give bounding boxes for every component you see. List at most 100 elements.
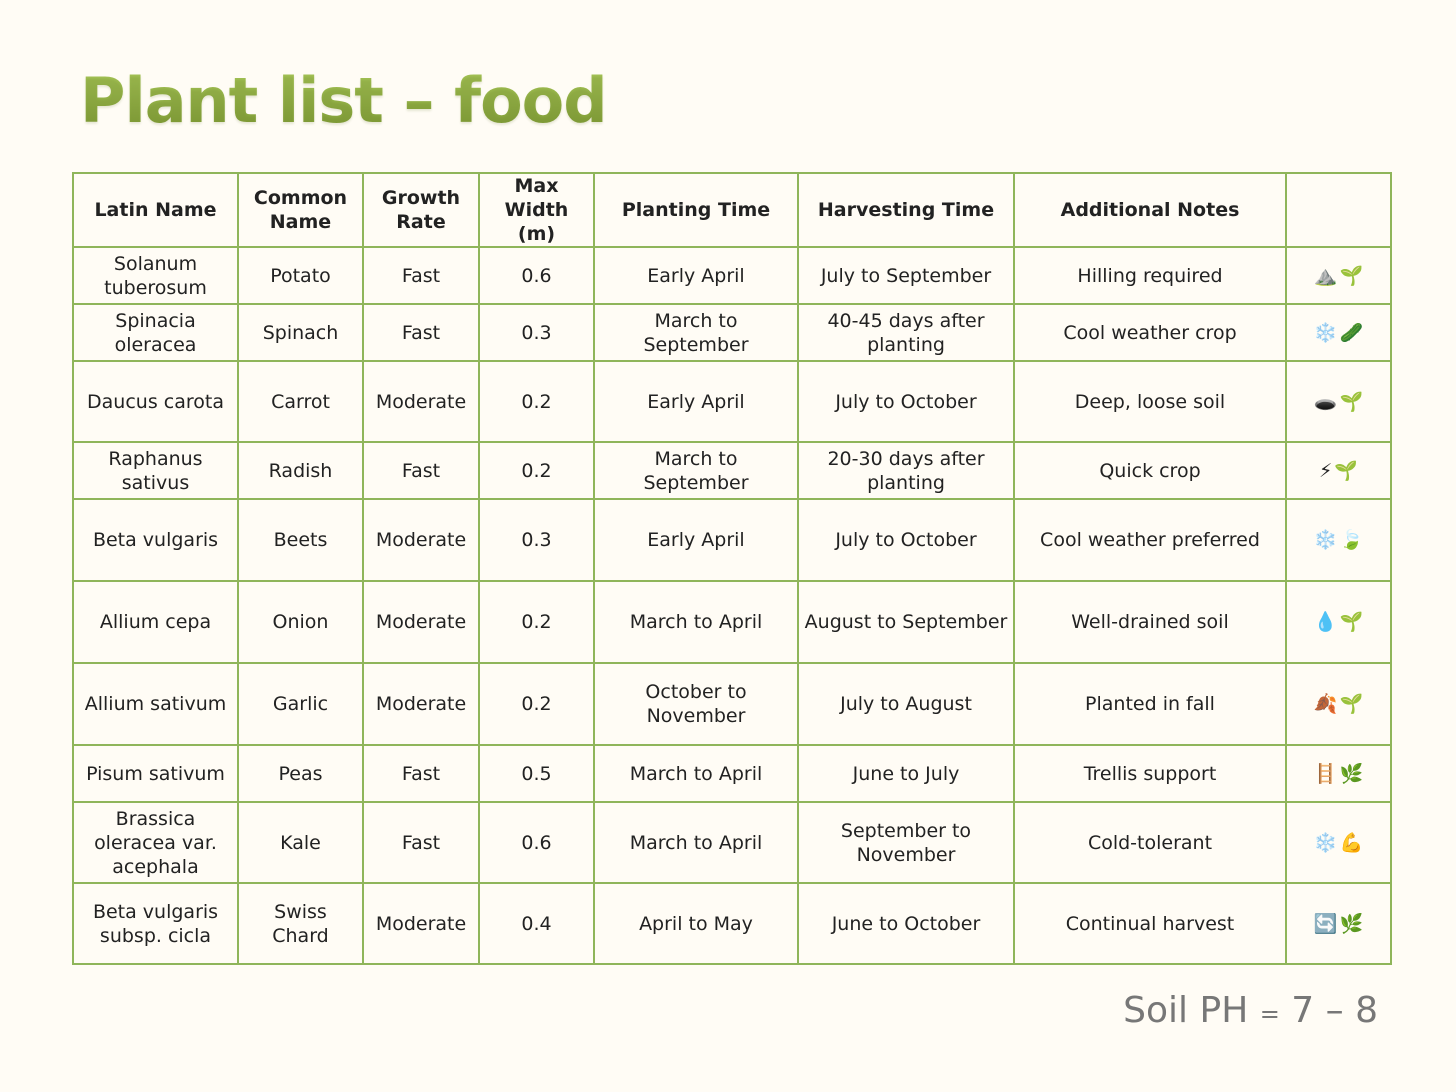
icons-cell: 🍂 🌱 bbox=[1285, 662, 1392, 746]
common-name-cell: Kale bbox=[237, 801, 364, 884]
max-width-cell: 0.2 bbox=[478, 580, 595, 664]
icons-cell: ⚡ 🌱 bbox=[1285, 441, 1392, 500]
icons-cell: 💧 🌱 bbox=[1285, 580, 1392, 664]
harvesting-time-cell: June to October bbox=[797, 882, 1015, 965]
table-row: Allium sativum Garlic Moderate 0.2 October t… bbox=[72, 662, 1392, 746]
max-width-cell: 0.2 bbox=[478, 662, 595, 746]
common-name-cell: Peas bbox=[237, 744, 364, 803]
notes-cell: Continual harvest bbox=[1013, 882, 1287, 965]
notes-cell: Well-drained soil bbox=[1013, 580, 1287, 664]
page-title: Plant list – food bbox=[80, 64, 608, 137]
emoji-icon: 🌱 bbox=[1339, 390, 1364, 413]
column-header bbox=[1285, 172, 1392, 248]
table-header-row: Latin Name Common Name Growth Rate Max Width(… bbox=[72, 172, 1392, 248]
column-header-line: Planting Time bbox=[621, 199, 771, 221]
column-header-line: Additional Notes bbox=[1060, 199, 1240, 221]
max-width-cell: 0.5 bbox=[478, 744, 595, 803]
soil-ph-label: Soil PH bbox=[1123, 990, 1249, 1031]
harvesting-time-cell: July to October bbox=[797, 360, 1015, 443]
notes-cell: Quick crop bbox=[1013, 441, 1287, 500]
max-width-cell: 0.3 bbox=[478, 303, 595, 362]
notes-cell: Trellis support bbox=[1013, 744, 1287, 803]
growth-rate-cell: Fast bbox=[362, 303, 480, 362]
max-width-cell: 0.2 bbox=[478, 360, 595, 443]
soil-ph-value: 7 – 8 bbox=[1291, 990, 1378, 1031]
growth-rate-cell: Moderate bbox=[362, 498, 480, 582]
column-header: Common Name bbox=[237, 172, 364, 248]
harvesting-time-cell: June to July bbox=[797, 744, 1015, 803]
emoji-icon: ❄️ bbox=[1313, 831, 1338, 854]
emoji-icon: 💧 bbox=[1313, 611, 1338, 633]
planting-time-cell: April to May bbox=[593, 882, 799, 965]
column-header: Latin Name bbox=[72, 172, 239, 248]
growth-rate-cell: Moderate bbox=[362, 580, 480, 664]
emoji-icon: 🥒 bbox=[1339, 321, 1364, 344]
latin-name-cell: Brassica oleracea var. acephala bbox=[72, 801, 239, 884]
planting-time-cell: Early April bbox=[593, 498, 799, 582]
emoji-icon: 🍃 bbox=[1339, 529, 1364, 551]
max-width-cell: 0.6 bbox=[478, 801, 595, 884]
emoji-icon: 🕳️ bbox=[1313, 390, 1338, 413]
column-header: Max Width (m) bbox=[478, 172, 595, 248]
planting-time-cell: October to November bbox=[593, 662, 799, 746]
max-width-cell: 0.3 bbox=[478, 498, 595, 582]
latin-name-cell: Spinacia oleracea bbox=[72, 303, 239, 362]
column-header-line: Name bbox=[269, 211, 332, 233]
table-row: Solanum tuberosum Potato Fast 0.6 Early Apri… bbox=[72, 246, 1392, 305]
icons-cell: ❄️ 🍃 bbox=[1285, 498, 1392, 582]
max-width-cell: 0.2 bbox=[478, 441, 595, 500]
column-header-line: Max Width bbox=[504, 175, 569, 221]
table-row: Beta vulgaris subsp. cicla Swiss Chard Mod… bbox=[72, 882, 1392, 965]
common-name-cell: Radish bbox=[237, 441, 364, 500]
growth-rate-cell: Fast bbox=[362, 246, 480, 305]
latin-name-cell: Beta vulgaris subsp. cicla bbox=[72, 882, 239, 965]
column-header: Harvesting Time bbox=[797, 172, 1015, 248]
soil-ph-equals: = bbox=[1259, 1000, 1280, 1028]
max-width-cell: 0.4 bbox=[478, 882, 595, 965]
emoji-icon: 🌱 bbox=[1339, 693, 1364, 715]
emoji-icon: 🍂 bbox=[1313, 693, 1338, 715]
icons-cell: 🔄 🌿 bbox=[1285, 882, 1392, 965]
growth-rate-cell: Moderate bbox=[362, 882, 480, 965]
harvesting-time-cell: July to August bbox=[797, 662, 1015, 746]
planting-time-cell: Early April bbox=[593, 246, 799, 305]
column-header-line: Common bbox=[253, 187, 348, 209]
latin-name-cell: Beta vulgaris bbox=[72, 498, 239, 582]
harvesting-time-cell: 40-45 days after planting bbox=[797, 303, 1015, 362]
max-width-cell: 0.6 bbox=[478, 246, 595, 305]
common-name-cell: Potato bbox=[237, 246, 364, 305]
planting-time-cell: March to April bbox=[593, 580, 799, 664]
planting-time-cell: Early April bbox=[593, 360, 799, 443]
plant-table: Latin Name Common Name Growth Rate Max Width(… bbox=[72, 172, 1392, 965]
icons-cell: ❄️ 💪 bbox=[1285, 801, 1392, 884]
notes-cell: Planted in fall bbox=[1013, 662, 1287, 746]
latin-name-cell: Allium sativum bbox=[72, 662, 239, 746]
harvesting-time-cell: August to September bbox=[797, 580, 1015, 664]
planting-time-cell: March to September bbox=[593, 303, 799, 362]
emoji-icon: ⚡ bbox=[1318, 459, 1333, 482]
common-name-cell: Beets bbox=[237, 498, 364, 582]
harvesting-time-cell: 20-30 days after planting bbox=[797, 441, 1015, 500]
growth-rate-cell: Fast bbox=[362, 801, 480, 884]
emoji-icon: ❄️ bbox=[1313, 321, 1338, 344]
harvesting-time-cell: July to September bbox=[797, 246, 1015, 305]
notes-cell: Cold-tolerant bbox=[1013, 801, 1287, 884]
growth-rate-cell: Fast bbox=[362, 744, 480, 803]
emoji-icon: 🌱 bbox=[1339, 264, 1364, 287]
emoji-icon: ❄️ bbox=[1313, 529, 1338, 551]
table-row: Pisum sativum Peas Fast 0.5 March to April Ju… bbox=[72, 744, 1392, 803]
common-name-cell: Carrot bbox=[237, 360, 364, 443]
soil-ph-note: Soil PH = 7 – 8 bbox=[1123, 990, 1378, 1031]
latin-name-cell: Solanum tuberosum bbox=[72, 246, 239, 305]
common-name-cell: Garlic bbox=[237, 662, 364, 746]
harvesting-time-cell: September to November bbox=[797, 801, 1015, 884]
planting-time-cell: March to April bbox=[593, 744, 799, 803]
column-header-line: Harvesting Time bbox=[817, 199, 995, 221]
table-body: Solanum tuberosum Potato Fast 0.6 Early Apri… bbox=[72, 246, 1392, 965]
harvesting-time-cell: July to October bbox=[797, 498, 1015, 582]
emoji-icon: 💪 bbox=[1339, 831, 1364, 854]
latin-name-cell: Daucus carota bbox=[72, 360, 239, 443]
emoji-icon: 🪜 bbox=[1313, 762, 1338, 785]
column-header: Additional Notes bbox=[1013, 172, 1287, 248]
column-header: Planting Time bbox=[593, 172, 799, 248]
